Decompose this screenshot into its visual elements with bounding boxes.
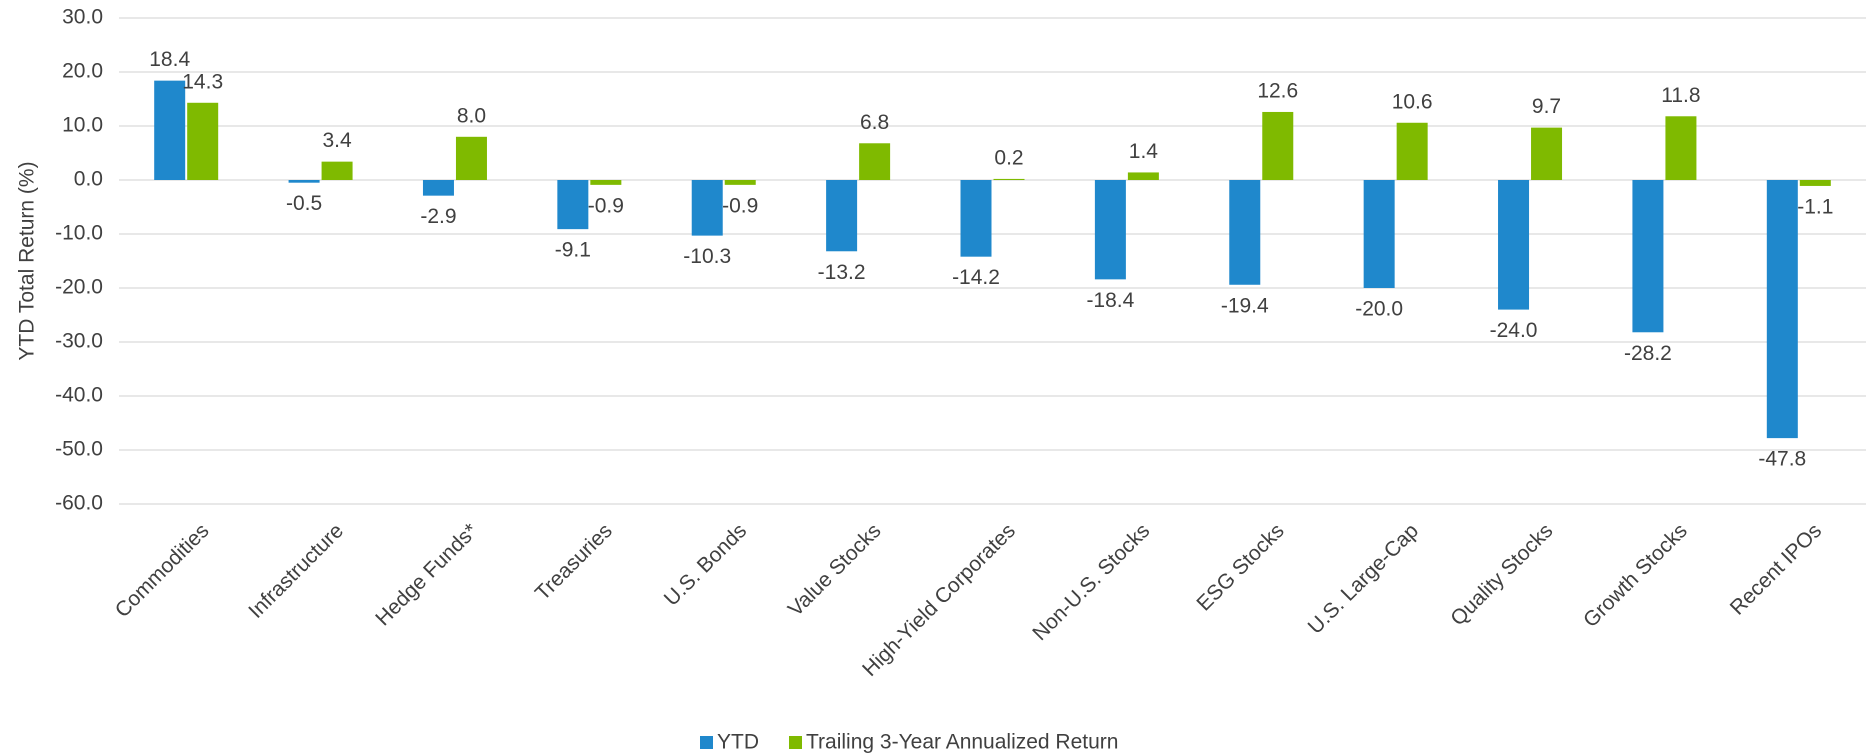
data-label: -18.4 xyxy=(1086,289,1134,312)
data-label: -24.0 xyxy=(1490,319,1538,342)
data-label: 3.4 xyxy=(322,129,352,152)
data-label: -2.9 xyxy=(420,205,456,228)
x-tick-label: Recent IPOs xyxy=(1726,519,1826,619)
data-label: 18.4 xyxy=(149,48,190,71)
bar xyxy=(1665,116,1697,180)
x-tick-label: Infrastructure xyxy=(244,519,348,623)
data-label: -1.1 xyxy=(1797,195,1833,218)
data-label: -19.4 xyxy=(1221,294,1269,317)
bar xyxy=(590,180,622,185)
x-tick-label: ESG Stocks xyxy=(1192,519,1288,615)
x-tick-label: U.S. Bonds xyxy=(660,519,751,610)
y-tick-label: 0.0 xyxy=(74,168,103,191)
data-label: 0.2 xyxy=(994,146,1023,169)
x-tick-label: Value Stocks xyxy=(784,519,886,621)
data-label: -10.3 xyxy=(683,245,731,268)
bar xyxy=(187,102,219,180)
bar xyxy=(1531,127,1563,180)
legend-label: YTD xyxy=(717,731,759,754)
legend-label: Trailing 3-Year Annualized Return xyxy=(806,731,1118,754)
x-tick-label: Growth Stocks xyxy=(1579,519,1692,632)
bar xyxy=(1127,172,1159,180)
data-label: 12.6 xyxy=(1257,80,1298,103)
x-tick-label: U.S. Large-Cap xyxy=(1304,519,1423,638)
bar xyxy=(288,180,320,183)
data-label: -0.5 xyxy=(286,192,322,215)
x-tick-label: Commodities xyxy=(111,519,214,622)
data-label: 8.0 xyxy=(457,104,486,127)
data-label: 10.6 xyxy=(1392,90,1433,113)
bar xyxy=(154,80,186,180)
x-tick-label: Hedge Funds* xyxy=(371,519,482,630)
bar xyxy=(1498,180,1530,310)
bar xyxy=(691,180,723,236)
bar xyxy=(1766,180,1798,439)
bar xyxy=(960,180,992,257)
legend-swatch xyxy=(700,736,713,749)
data-label: -28.2 xyxy=(1624,342,1672,365)
bar xyxy=(321,161,353,180)
bar xyxy=(993,178,1025,180)
legend-swatch xyxy=(789,736,802,749)
x-tick-label: Treasuries xyxy=(531,519,617,605)
x-tick-label: Quality Stocks xyxy=(1446,519,1557,630)
bar xyxy=(455,136,487,180)
x-tick-label: High-Yield Corporates xyxy=(858,519,1020,681)
data-label: -20.0 xyxy=(1355,298,1403,321)
data-label: -0.9 xyxy=(722,194,758,217)
bar xyxy=(1262,111,1294,180)
y-tick-label: 10.0 xyxy=(62,114,103,137)
y-tick-label: -40.0 xyxy=(55,384,103,407)
y-tick-label: -20.0 xyxy=(55,276,103,299)
bar xyxy=(1363,180,1395,288)
data-label: 1.4 xyxy=(1129,140,1159,163)
data-label: -47.8 xyxy=(1758,448,1806,471)
bar xyxy=(1799,180,1831,186)
bar xyxy=(422,180,454,196)
data-label: 11.8 xyxy=(1661,84,1700,107)
bar xyxy=(1094,180,1126,280)
data-label: -0.9 xyxy=(588,194,624,217)
bar xyxy=(1396,122,1428,180)
x-tick-label: Non-U.S. Stocks xyxy=(1028,519,1154,645)
y-tick-label: 20.0 xyxy=(62,60,103,83)
y-tick-label: -30.0 xyxy=(55,330,103,353)
data-label: -9.1 xyxy=(555,239,591,262)
bar xyxy=(859,143,891,180)
data-label: -14.2 xyxy=(952,266,1000,289)
bar xyxy=(557,180,589,230)
data-label: 6.8 xyxy=(860,111,889,134)
y-tick-label: 30.0 xyxy=(62,6,103,29)
y-tick-label: -50.0 xyxy=(55,438,103,461)
data-label: 9.7 xyxy=(1532,95,1561,118)
y-tick-label: -60.0 xyxy=(55,492,103,515)
y-axis-label: YTD Total Return (%) xyxy=(16,161,39,360)
data-label: 14.3 xyxy=(182,70,223,93)
y-tick-label: -10.0 xyxy=(55,222,103,245)
bar xyxy=(826,180,858,252)
data-label: -13.2 xyxy=(818,261,866,284)
bar xyxy=(1229,180,1261,285)
bar xyxy=(1632,180,1664,333)
bar xyxy=(724,180,756,185)
